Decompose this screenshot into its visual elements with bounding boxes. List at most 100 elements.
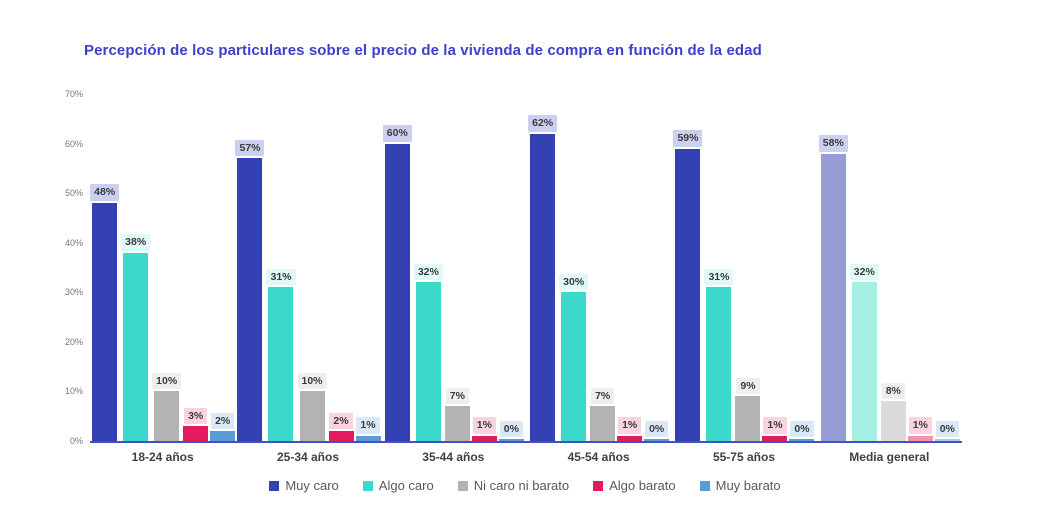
legend-item: Ni caro ni barato	[457, 478, 570, 493]
bar-value-label: 1%	[618, 417, 642, 435]
bar	[820, 153, 846, 441]
bar-value-label: 3%	[184, 407, 208, 425]
legend-swatch-icon	[593, 480, 604, 491]
bar	[735, 396, 761, 441]
legend-swatch-icon	[457, 480, 468, 491]
bar	[154, 391, 180, 441]
bar-with-label: 32%	[413, 263, 443, 441]
plot-area: 0% 10% 20% 30% 40% 50% 60% 70% 48% 38% 10% 3% 2% 57%…	[65, 89, 962, 446]
bar	[471, 436, 497, 441]
legend-item: Muy caro	[269, 478, 339, 493]
bar-value-label: 2%	[329, 412, 353, 430]
bar-with-label: 2%	[210, 412, 236, 441]
bar-with-label: 10%	[152, 372, 182, 441]
bar	[617, 436, 643, 441]
category-label: Media general	[849, 450, 930, 464]
category-label: 18-24 años	[131, 450, 194, 464]
bar-with-label: 0%	[934, 420, 960, 441]
x-axis-labels: 18-24 años 25-34 años 35-44 años 45-54 años…	[90, 450, 962, 464]
bar-value-label: 31%	[704, 268, 734, 286]
bar-value-label: 1%	[472, 417, 496, 435]
bar	[444, 406, 470, 441]
bar	[92, 203, 118, 441]
legend-label: Ni caro ni barato	[473, 478, 570, 493]
bar	[706, 287, 732, 441]
bar-value-label: 2%	[211, 412, 235, 430]
bar-value-label: 0%	[499, 420, 523, 438]
bar	[851, 282, 877, 441]
y-tick-label: 40%	[64, 237, 83, 248]
bar	[415, 282, 441, 441]
bar	[210, 431, 236, 441]
bar-with-label: 32%	[849, 263, 879, 441]
category-label: 35-44 años	[422, 450, 485, 464]
bar-value-label: 58%	[818, 134, 848, 152]
bar-value-label: 0%	[935, 420, 959, 438]
bar-value-label: 1%	[356, 417, 380, 435]
bar-group: 58% 32% 8% 1% 0%	[817, 94, 962, 441]
legend-item: Algo caro	[362, 478, 434, 493]
legend: Muy caro Algo caro Ni caro ni barato Algo b…	[0, 478, 1050, 493]
bar	[498, 439, 524, 441]
bar-value-label: 1%	[908, 417, 932, 435]
bar-value-label: 48%	[90, 184, 120, 202]
bar-value-label: 57%	[235, 139, 265, 157]
bar	[237, 158, 263, 441]
legend-swatch-icon	[269, 480, 280, 491]
bar-with-label: 0%	[789, 420, 815, 441]
bar	[183, 426, 209, 441]
bar-group: 62% 30% 7% 1% 0%	[526, 94, 671, 441]
bar-with-label: 3%	[183, 407, 209, 441]
legend-label: Algo barato	[609, 478, 676, 493]
bar-group: 59% 31% 9% 1% 0%	[671, 94, 816, 441]
bar-value-label: 30%	[559, 273, 589, 291]
bar	[268, 287, 294, 441]
bar-with-label: 2%	[328, 412, 354, 441]
legend-swatch-icon	[699, 480, 710, 491]
bar-with-label: 38%	[121, 234, 151, 441]
bar-with-label: 0%	[498, 420, 524, 441]
bar-with-label: 10%	[297, 372, 327, 441]
bar-value-label: 59%	[673, 129, 703, 147]
bar-value-label: 10%	[152, 372, 182, 390]
x-axis-line	[90, 441, 962, 443]
bar-value-label: 62%	[528, 115, 558, 132]
bar-value-label: 31%	[266, 268, 296, 286]
bar	[907, 436, 933, 441]
bar-value-label: 32%	[849, 263, 879, 281]
bar	[355, 436, 381, 441]
chart-title: Percepción de los particulares sobre el …	[84, 42, 762, 59]
category-label: 25-34 años	[276, 450, 340, 464]
legend-label: Muy barato	[715, 478, 781, 493]
bar-with-label: 7%	[444, 387, 470, 441]
bar-with-label: 1%	[471, 417, 497, 441]
bar-with-label: 59%	[673, 129, 703, 441]
bar	[384, 143, 410, 441]
bar-with-label: 60%	[382, 124, 412, 441]
bar-value-label: 60%	[382, 124, 412, 142]
bar-value-label: 7%	[591, 387, 615, 405]
bar	[561, 292, 587, 441]
bar-with-label: 31%	[266, 268, 296, 441]
legend-item: Muy barato	[699, 478, 781, 493]
bar	[675, 148, 701, 441]
bar	[880, 401, 906, 441]
bar	[123, 252, 149, 441]
bar	[644, 439, 670, 441]
bar-groups: 48% 38% 10% 3% 2% 57% 31% 10% 2% 1% 60% 32% 7% 1% 0% 62…	[90, 94, 962, 441]
y-tick-label: 60%	[64, 138, 83, 149]
bar-with-label: 31%	[704, 268, 734, 441]
bar-value-label: 1%	[763, 417, 787, 435]
bar-value-label: 10%	[297, 372, 327, 390]
y-tick-label: 10%	[64, 386, 83, 397]
bar-value-label: 0%	[645, 420, 669, 438]
bar-with-label: 62%	[528, 115, 558, 441]
bar-group: 57% 31% 10% 2% 1%	[235, 94, 381, 441]
bar-with-label: 58%	[818, 134, 848, 441]
legend-swatch-icon	[362, 480, 373, 491]
bar-with-label: 0%	[644, 420, 670, 441]
category-label: 55-75 años	[712, 450, 775, 464]
y-tick-label: 50%	[64, 188, 83, 199]
bar	[530, 133, 556, 441]
